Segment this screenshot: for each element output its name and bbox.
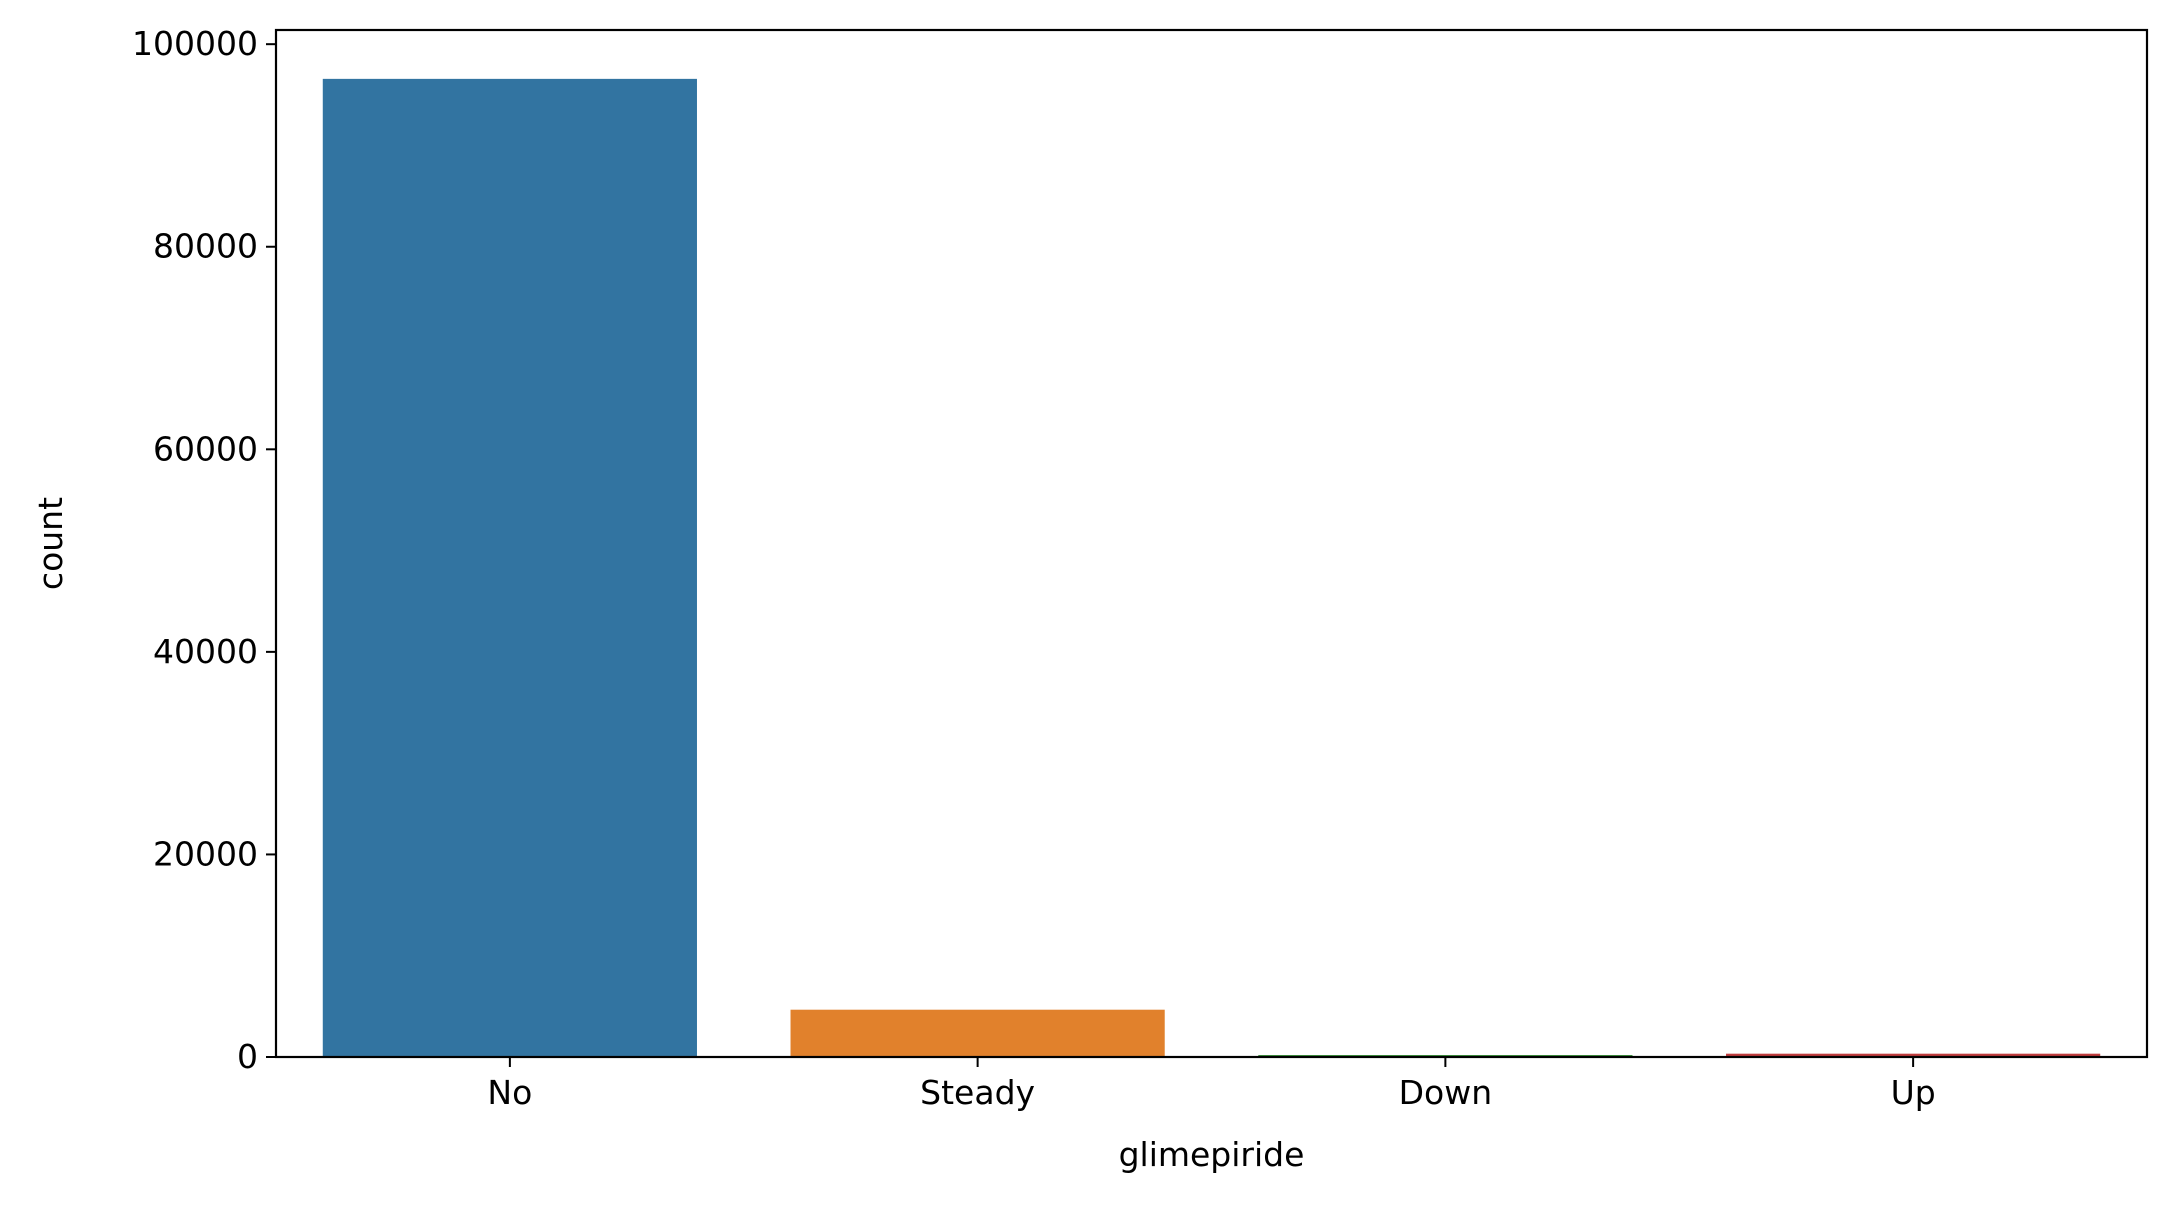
- x-tick-label-down: Down: [1399, 1073, 1493, 1112]
- bar-no: [322, 78, 697, 1057]
- x-tick-label-steady: Steady: [920, 1073, 1035, 1112]
- x-axis-label: glimepiride: [1119, 1135, 1305, 1174]
- x-tick-label-no: No: [487, 1073, 532, 1112]
- y-tick-label: 0: [237, 1037, 258, 1076]
- x-tick-label-up: Up: [1891, 1073, 1936, 1112]
- bars-layer: [322, 78, 2101, 1057]
- plot-frame: [274, 28, 2149, 1059]
- bar-steady: [790, 1009, 1165, 1057]
- bar-up: [1726, 1053, 2101, 1057]
- y-tick-label: 100000: [132, 24, 258, 63]
- y-tick-label: 60000: [153, 429, 258, 468]
- y-axis-label: count: [31, 497, 70, 590]
- y-tick-label: 80000: [153, 227, 258, 266]
- y-axis-ticks: 0 20000 40000 60000 80000 100000: [132, 24, 276, 1076]
- axes-layer: [274, 28, 2149, 1059]
- x-axis-ticks: No Steady Down Up: [487, 1057, 1936, 1112]
- y-tick-label: 40000: [153, 632, 258, 671]
- y-tick-label: 20000: [153, 834, 258, 873]
